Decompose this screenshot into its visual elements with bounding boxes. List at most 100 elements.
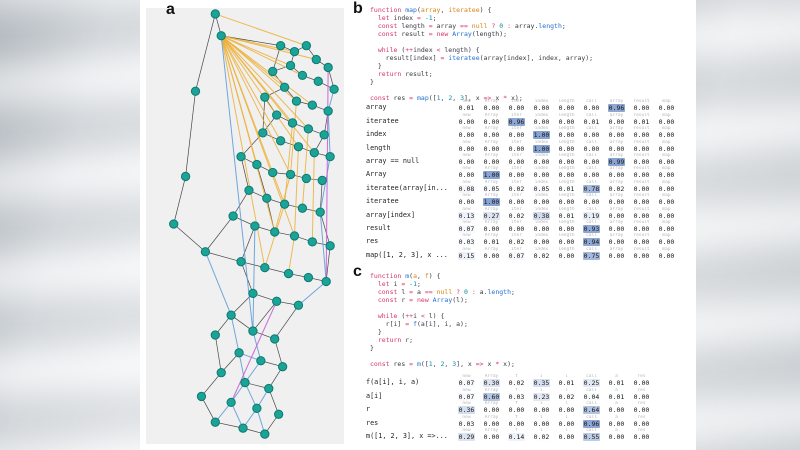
- code-token: [370, 30, 378, 38]
- attention-value: 0.00: [633, 211, 650, 220]
- attention-cell: Array 0.27: [479, 207, 504, 220]
- attention-cell: map 0.00: [654, 180, 679, 193]
- attention-col-hint: call: [586, 179, 597, 185]
- attention-value: 0.00: [483, 157, 500, 166]
- attention-value: 0.00: [633, 392, 650, 401]
- code-token: const: [370, 360, 390, 368]
- code-token: [370, 288, 378, 296]
- attention-col-hint: res: [637, 414, 646, 420]
- attention-row: f(a[i], i, a) new 0.07 Array 0.30 f 0.02 i 0.35 l…: [366, 374, 654, 388]
- attention-value: 0.00: [633, 171, 650, 180]
- attention-value: 0.02: [508, 379, 525, 388]
- attention-cell: new 0.07: [454, 220, 479, 233]
- attention-cell: array 0.00: [604, 193, 629, 206]
- code-token: ++: [405, 312, 414, 320]
- code-line: [370, 304, 515, 312]
- code-token: a.: [475, 288, 488, 296]
- attention-value: 0.00: [608, 406, 625, 415]
- attention-value: 0.25: [582, 379, 601, 388]
- attention-value: 1.00: [532, 131, 551, 140]
- attention-cell: call 0.19: [579, 207, 604, 220]
- attention-col-hint: a: [615, 374, 618, 380]
- attention-cell: index 0.00: [529, 166, 554, 179]
- attention-value: 0.00: [533, 238, 550, 247]
- attention-value: 0.00: [483, 419, 500, 428]
- attention-value: 0.00: [458, 198, 475, 207]
- attention-value: 0.00: [608, 117, 625, 126]
- attention-col-hint: map: [662, 166, 671, 172]
- attention-cell: f 0.14: [504, 428, 529, 441]
- graph-edge: [220, 35, 266, 268]
- graph-node: [260, 429, 270, 439]
- attention-row-label: array[index]: [366, 210, 416, 219]
- attention-col-hint: iter: [511, 206, 522, 212]
- attention-value: 0.00: [658, 157, 675, 166]
- attention-row: length new 0.00 Array 0.00 iter 0.00 index 1.00 l…: [366, 139, 679, 153]
- graph-node: [180, 171, 191, 182]
- attention-value: 0.00: [533, 419, 550, 428]
- attention-value: 0.00: [558, 406, 575, 415]
- attention-col-hint: map: [662, 206, 671, 212]
- graph-node: [323, 62, 333, 73]
- graph-node: [323, 106, 333, 116]
- graph-edge: [252, 225, 256, 332]
- code-line: [370, 352, 515, 360]
- attention-cell: array 0.00: [604, 140, 629, 153]
- attention-value: 0.78: [582, 184, 601, 193]
- attention-col-hint: Array: [484, 427, 499, 433]
- graph-node: [268, 66, 278, 77]
- code-token: ,: [432, 360, 441, 368]
- attention-col-hint: f: [515, 427, 518, 433]
- graph-edge: [240, 225, 256, 262]
- code-token: [370, 70, 378, 78]
- attention-col-hint: new: [462, 206, 471, 212]
- graph-edge: [173, 176, 186, 225]
- attention-cell: length 0.00: [554, 166, 579, 179]
- code-token: new: [417, 296, 429, 304]
- attention-cell: length 0.00: [554, 247, 579, 260]
- attention-cell: index 0.00: [529, 113, 554, 126]
- attention-col-hint: Array: [484, 414, 499, 420]
- attention-col-hint: iter: [511, 233, 522, 239]
- attention-value: 0.00: [508, 198, 525, 207]
- code-token: length) {: [440, 46, 480, 54]
- code-token-graph: [146, 8, 344, 444]
- graph-node: [234, 348, 244, 358]
- attention-value: 0.00: [558, 117, 575, 126]
- graph-node: [256, 356, 266, 366]
- attention-col-hint: res: [637, 374, 646, 380]
- attention-col-hint: new: [462, 112, 471, 118]
- graph-edge: [215, 13, 307, 47]
- attention-row: iteratee(array[in... new 0.08 Array 0.05 iter…: [366, 179, 679, 193]
- attention-col-hint: array: [609, 246, 624, 252]
- attention-cell: call 0.96: [579, 415, 604, 428]
- attention-col-hint: new: [462, 401, 471, 407]
- attention-cell: array 0.96: [604, 99, 629, 113]
- graph-node: [169, 219, 179, 229]
- attention-cell: map 0.00: [654, 220, 679, 233]
- attention-value: 0.00: [658, 198, 675, 207]
- attention-cell: Array 0.00: [479, 113, 504, 126]
- attention-value: 0.00: [458, 131, 475, 140]
- attention-cell: call 0.01: [579, 113, 604, 126]
- attention-value: 0.00: [583, 144, 600, 153]
- attention-col-hint: index: [534, 112, 549, 118]
- attention-col-hint: length: [558, 233, 575, 239]
- attention-col-hint: call: [586, 126, 597, 132]
- attention-col-hint: array: [609, 139, 624, 145]
- attention-cell: l 0.00: [554, 428, 579, 441]
- attention-cell: call 0.00: [579, 99, 604, 112]
- attention-cell: index 1.00: [529, 126, 554, 140]
- attention-col-hint: array: [609, 219, 624, 225]
- attention-cell: call 0.00: [579, 193, 604, 206]
- attention-value: 0.00: [558, 198, 575, 207]
- code-token: :: [507, 22, 511, 30]
- attention-value: 0.00: [608, 224, 625, 233]
- graph-node: [275, 136, 286, 146]
- attention-cell: Array 0.01: [479, 233, 504, 246]
- attention-col-hint: index: [534, 126, 549, 132]
- attention-cell: call 0.94: [579, 233, 604, 247]
- attention-cell: array 0.00: [604, 166, 629, 179]
- attention-cell: array 0.00: [604, 233, 629, 246]
- code-token: ;: [417, 280, 421, 288]
